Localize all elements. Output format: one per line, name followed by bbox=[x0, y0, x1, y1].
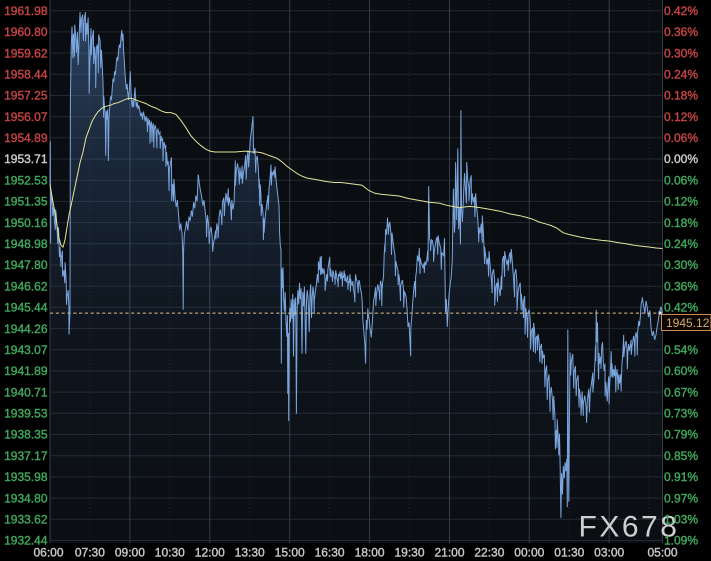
svg-text:0.42%: 0.42% bbox=[664, 301, 698, 315]
svg-text:1960.80: 1960.80 bbox=[4, 25, 48, 39]
svg-text:1951.35: 1951.35 bbox=[4, 195, 48, 209]
svg-text:18:00: 18:00 bbox=[355, 546, 385, 560]
svg-text:05:00: 05:00 bbox=[647, 546, 677, 560]
svg-text:FX678: FX678 bbox=[579, 511, 680, 544]
svg-text:1938.35: 1938.35 bbox=[4, 428, 48, 442]
svg-text:1944.26: 1944.26 bbox=[4, 322, 48, 336]
svg-text:12:00: 12:00 bbox=[195, 546, 225, 560]
svg-text:1946.62: 1946.62 bbox=[4, 279, 48, 293]
svg-text:0.18%: 0.18% bbox=[664, 89, 698, 103]
svg-text:1940.71: 1940.71 bbox=[4, 385, 48, 399]
svg-text:1950.16: 1950.16 bbox=[4, 216, 48, 230]
svg-text:06:00: 06:00 bbox=[33, 546, 63, 560]
svg-text:1945.44: 1945.44 bbox=[4, 301, 48, 315]
svg-text:0.36%: 0.36% bbox=[664, 25, 698, 39]
svg-text:1933.62: 1933.62 bbox=[4, 513, 48, 527]
svg-text:0.91%: 0.91% bbox=[664, 470, 698, 484]
svg-text:1934.80: 1934.80 bbox=[4, 491, 48, 505]
svg-text:1953.71: 1953.71 bbox=[4, 152, 48, 166]
svg-text:0.67%: 0.67% bbox=[664, 385, 698, 399]
svg-text:22:30: 22:30 bbox=[474, 546, 504, 560]
svg-text:1959.62: 1959.62 bbox=[4, 46, 48, 60]
svg-text:0.18%: 0.18% bbox=[664, 216, 698, 230]
svg-text:1941.89: 1941.89 bbox=[4, 364, 48, 378]
svg-text:19:30: 19:30 bbox=[394, 546, 424, 560]
svg-text:0.24%: 0.24% bbox=[664, 237, 698, 251]
svg-text:13:30: 13:30 bbox=[235, 546, 265, 560]
svg-text:1954.89: 1954.89 bbox=[4, 131, 48, 145]
svg-text:1961.98: 1961.98 bbox=[4, 4, 48, 18]
svg-text:0.42%: 0.42% bbox=[664, 4, 698, 18]
svg-text:0.30%: 0.30% bbox=[664, 258, 698, 272]
svg-text:0.24%: 0.24% bbox=[664, 68, 698, 82]
svg-text:0.00%: 0.00% bbox=[664, 152, 698, 166]
svg-text:15:00: 15:00 bbox=[275, 546, 305, 560]
svg-text:1945.12: 1945.12 bbox=[666, 316, 710, 330]
svg-text:1957.25: 1957.25 bbox=[4, 89, 48, 103]
svg-text:21:00: 21:00 bbox=[434, 546, 464, 560]
svg-text:1948.98: 1948.98 bbox=[4, 237, 48, 251]
svg-text:1932.44: 1932.44 bbox=[4, 534, 48, 548]
svg-text:1939.53: 1939.53 bbox=[4, 407, 48, 421]
svg-text:0.06%: 0.06% bbox=[664, 131, 698, 145]
svg-text:10:30: 10:30 bbox=[155, 546, 185, 560]
svg-text:1958.44: 1958.44 bbox=[4, 68, 48, 82]
svg-text:1937.17: 1937.17 bbox=[4, 449, 48, 463]
svg-text:03:00: 03:00 bbox=[594, 546, 624, 560]
svg-text:1943.07: 1943.07 bbox=[4, 343, 48, 357]
svg-text:1.03%: 1.03% bbox=[664, 513, 698, 527]
svg-text:0.30%: 0.30% bbox=[664, 46, 698, 60]
svg-text:0.06%: 0.06% bbox=[664, 173, 698, 187]
svg-text:00:00: 00:00 bbox=[514, 546, 544, 560]
svg-text:0.12%: 0.12% bbox=[664, 195, 698, 209]
svg-text:16:30: 16:30 bbox=[315, 546, 345, 560]
svg-text:09:00: 09:00 bbox=[115, 546, 145, 560]
svg-text:0.60%: 0.60% bbox=[664, 364, 698, 378]
svg-text:0.12%: 0.12% bbox=[664, 110, 698, 124]
svg-text:0.79%: 0.79% bbox=[664, 428, 698, 442]
svg-text:1956.07: 1956.07 bbox=[4, 110, 48, 124]
svg-text:07:30: 07:30 bbox=[75, 546, 105, 560]
svg-text:1947.80: 1947.80 bbox=[4, 258, 48, 272]
svg-text:0.36%: 0.36% bbox=[664, 279, 698, 293]
svg-text:0.54%: 0.54% bbox=[664, 343, 698, 357]
svg-text:1935.98: 1935.98 bbox=[4, 470, 48, 484]
svg-text:0.85%: 0.85% bbox=[664, 449, 698, 463]
svg-text:01:30: 01:30 bbox=[554, 546, 584, 560]
svg-text:1.09%: 1.09% bbox=[664, 534, 698, 548]
svg-text:0.97%: 0.97% bbox=[664, 491, 698, 505]
svg-text:1952.53: 1952.53 bbox=[4, 173, 48, 187]
svg-text:0.73%: 0.73% bbox=[664, 407, 698, 421]
